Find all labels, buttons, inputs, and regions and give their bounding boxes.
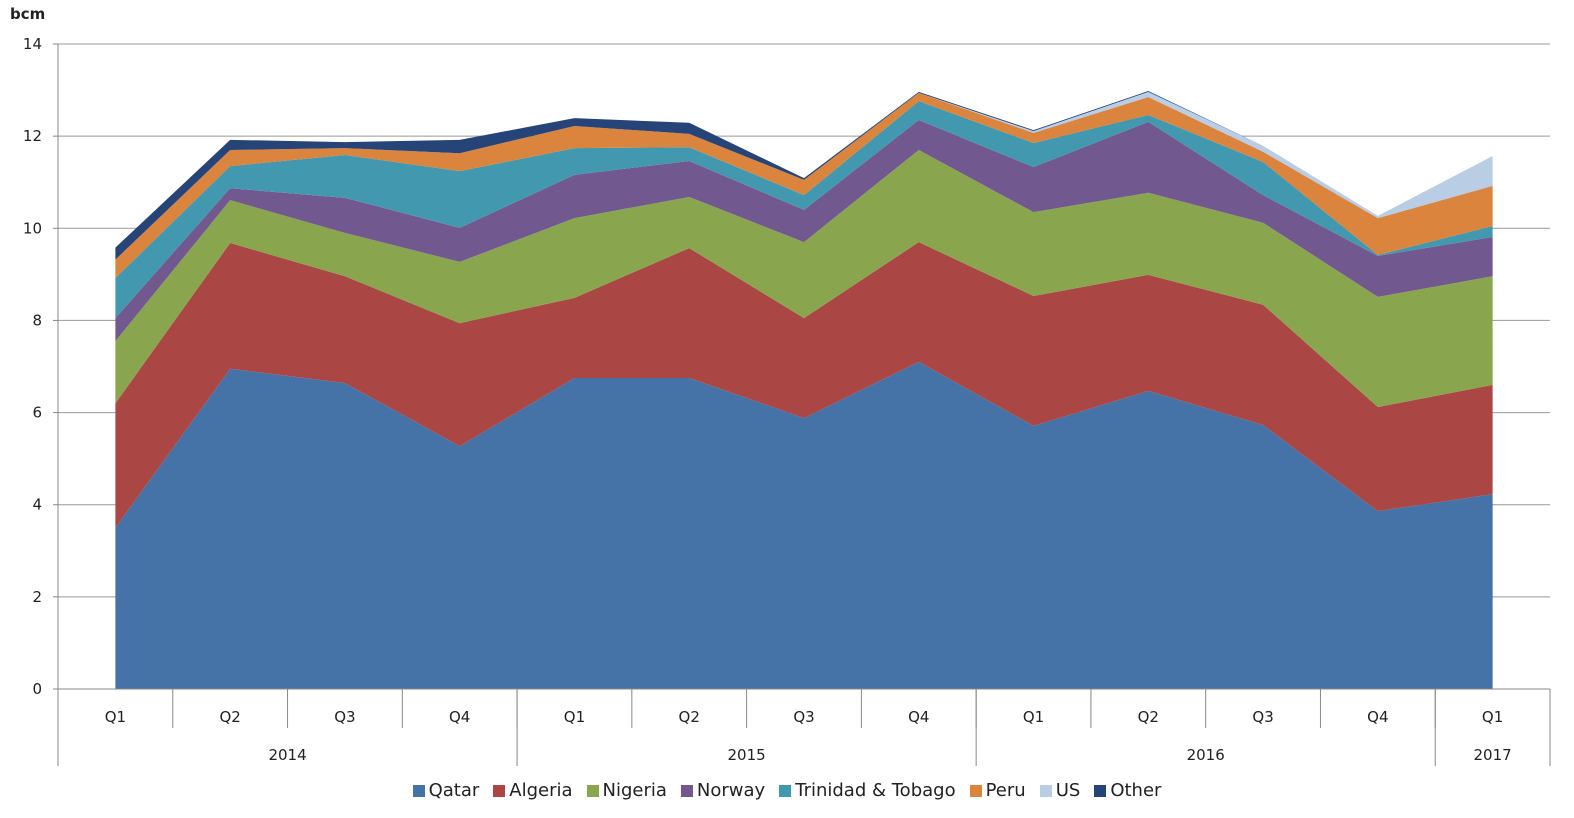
legend: Qatar Algeria Nigeria Norway Trinidad & Toba… (0, 780, 1574, 801)
y-tick-label: 4 (32, 496, 42, 514)
legend-label: Norway (696, 780, 766, 801)
area-norway (115, 120, 1493, 342)
y-tick-label: 14 (23, 35, 42, 53)
x-tick-label: Q2 (1138, 708, 1159, 726)
legend-item: Other (1094, 780, 1161, 801)
legend-item: US (1039, 780, 1081, 801)
legend-swatch (680, 784, 693, 797)
x-tick-label: Q2 (219, 708, 240, 726)
area-peru (115, 92, 1493, 279)
legend-label: Other (1110, 780, 1162, 801)
x-tick-label: Q4 (908, 708, 929, 726)
area-qatar (115, 361, 1493, 689)
area-nigeria (115, 149, 1493, 408)
legend-item: Peru (969, 780, 1026, 801)
y-tick-label: 2 (32, 588, 42, 606)
y-tick-label: 10 (23, 219, 42, 237)
legend-label: Trinidad & Tobago (795, 780, 956, 801)
x-tick-label: Q3 (1252, 708, 1273, 726)
legend-item: Algeria (493, 780, 573, 801)
y-tick-label: 8 (32, 311, 42, 329)
legend-label: Algeria (509, 780, 573, 801)
y-tick-label: 0 (32, 680, 42, 698)
x-tick-label: Q1 (105, 708, 126, 726)
area-algeria (115, 242, 1493, 528)
legend-swatch (493, 784, 506, 797)
legend-swatch (412, 784, 425, 797)
legend-swatch (779, 784, 792, 797)
y-tick-label: 12 (23, 127, 42, 145)
legend-label: Qatar (428, 780, 480, 801)
x-tick-label: Q2 (679, 708, 700, 726)
legend-label: US (1055, 780, 1081, 801)
x-tick-label: Q4 (449, 708, 470, 726)
legend-swatch (1094, 784, 1107, 797)
legend-label: Nigeria (602, 780, 667, 801)
year-label: 2014 (268, 746, 306, 764)
legend-item: Norway (680, 780, 766, 801)
y-unit-label: bcm (10, 5, 45, 23)
y-tick-label: 6 (32, 404, 42, 422)
x-tick-label: Q1 (564, 708, 585, 726)
legend-item: Qatar (412, 780, 480, 801)
legend-swatch (1039, 784, 1052, 797)
x-tick-label: Q3 (334, 708, 355, 726)
legend-item: Trinidad & Tobago (779, 780, 956, 801)
x-tick-label: Q1 (1482, 708, 1503, 726)
legend-swatch (586, 784, 599, 797)
x-tick-label: Q3 (793, 708, 814, 726)
year-label: 2016 (1187, 746, 1225, 764)
legend-label: Peru (985, 780, 1026, 801)
legend-item: Nigeria (586, 780, 667, 801)
x-tick-label: Q4 (1367, 708, 1388, 726)
x-tick-label: Q1 (1023, 708, 1044, 726)
area-trinidad-tobago (115, 101, 1493, 319)
year-label: 2015 (728, 746, 766, 764)
legend-swatch (969, 784, 982, 797)
year-label: 2017 (1474, 746, 1512, 764)
